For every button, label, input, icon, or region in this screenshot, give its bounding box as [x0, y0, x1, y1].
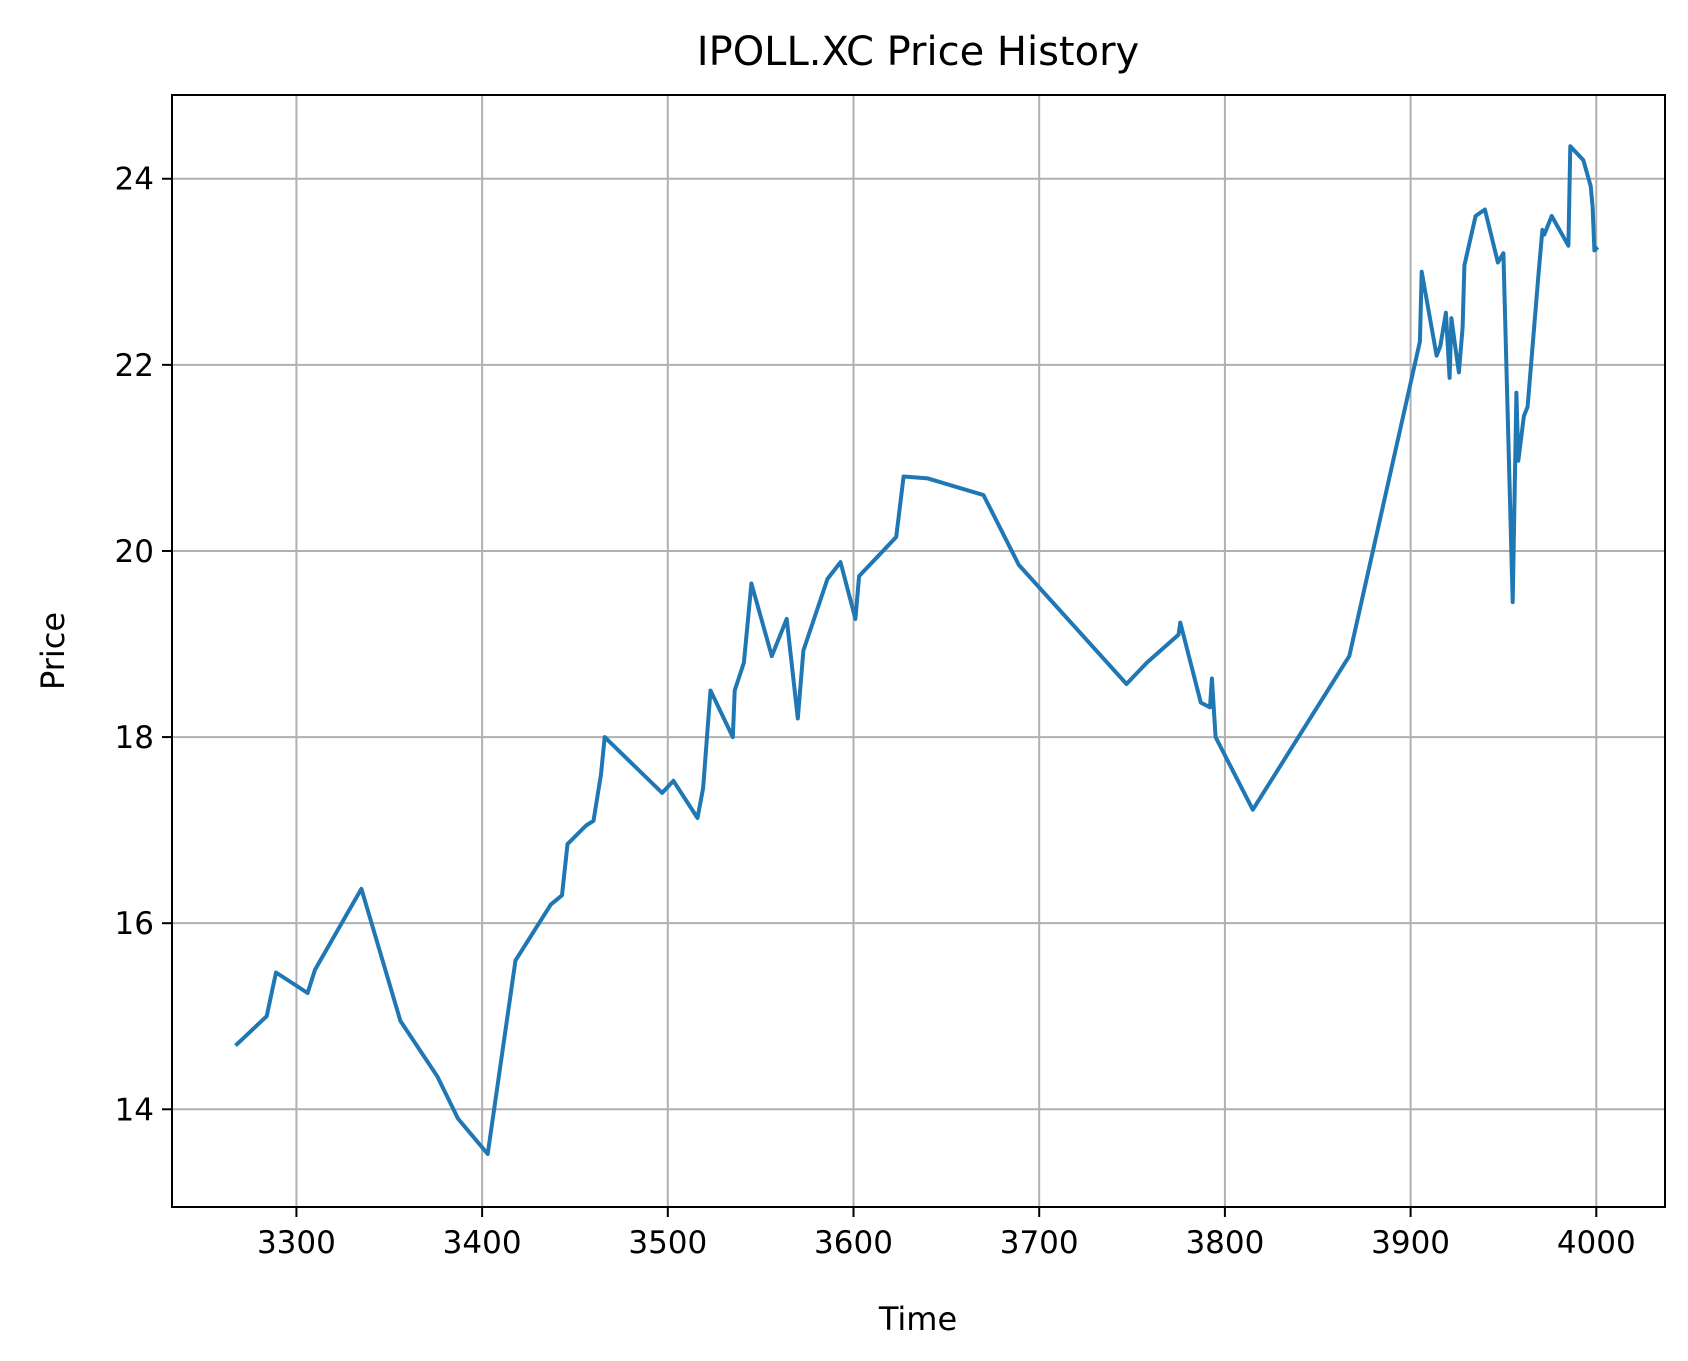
y-tick-label-18: 18 — [115, 720, 154, 756]
chart-title: IPOLL.XC Price History — [697, 29, 1139, 75]
x-tick-label-3900: 3900 — [1371, 1225, 1450, 1261]
x-tick-label-3800: 3800 — [1185, 1225, 1264, 1261]
x-tick-label-3500: 3500 — [628, 1225, 707, 1261]
series-layer — [234, 144, 1600, 1156]
y-tick-label-14: 14 — [115, 1092, 154, 1128]
y-axis-label: Price — [34, 612, 72, 690]
x-axis-label: Time — [878, 1300, 957, 1338]
x-tick-label-3400: 3400 — [443, 1225, 522, 1261]
ticks: 3300 3400 3500 3600 3700 3800 3900 4000 14 16 18 20… — [115, 162, 1636, 1261]
y-tick-label-20: 20 — [115, 534, 154, 570]
x-tick-label-3700: 3700 — [1000, 1225, 1079, 1261]
x-tick-label-3300: 3300 — [257, 1225, 336, 1261]
y-tick-label-22: 22 — [115, 348, 154, 384]
x-tick-label-3600: 3600 — [814, 1225, 893, 1261]
x-tick-label-4000: 4000 — [1557, 1225, 1636, 1261]
y-tick-label-24: 24 — [115, 162, 154, 198]
y-tick-label-16: 16 — [115, 906, 154, 942]
price-series-line-0 — [234, 144, 1600, 1156]
plot-frame — [171, 94, 1666, 1208]
